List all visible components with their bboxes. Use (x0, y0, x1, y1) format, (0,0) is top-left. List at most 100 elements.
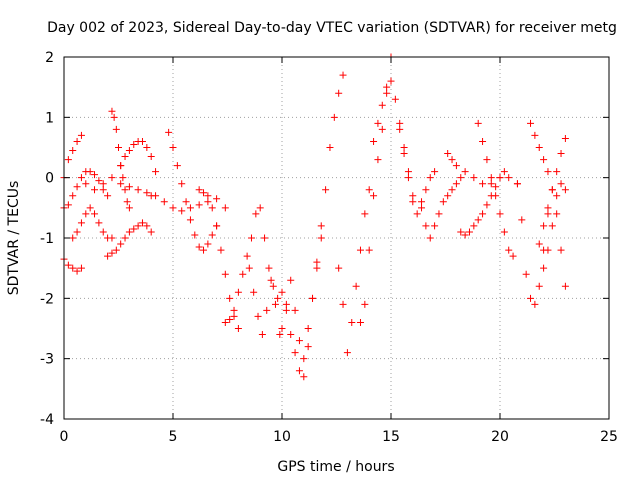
data-point (77, 131, 85, 139)
data-point (204, 198, 212, 206)
data-point (317, 234, 325, 242)
data-point (282, 300, 290, 308)
data-point (271, 300, 279, 308)
y-tick-label: 2 (45, 50, 54, 66)
data-point (86, 168, 94, 176)
data-point (110, 113, 118, 121)
y-tick-label: -2 (40, 291, 54, 307)
y-tick-label: -4 (40, 412, 54, 428)
data-point (230, 312, 238, 320)
data-point (295, 337, 303, 345)
data-point (261, 234, 269, 242)
data-point (200, 246, 208, 254)
data-point (544, 168, 552, 176)
data-point (535, 144, 543, 151)
chart-title: Day 002 of 2023, Sidereal Day-to-day VTE… (47, 20, 617, 36)
data-point (77, 174, 85, 182)
series-track-16 (309, 71, 347, 302)
data-point (361, 300, 369, 308)
series-track-17 (335, 186, 373, 357)
data-point (256, 204, 264, 212)
data-point (365, 246, 373, 254)
data-point (361, 210, 369, 218)
data-point (513, 180, 521, 188)
data-point (492, 183, 500, 191)
series-track-12 (221, 210, 260, 326)
data-point (221, 270, 229, 278)
series-track-15 (278, 234, 325, 363)
data-point (500, 228, 508, 236)
data-point (291, 349, 299, 357)
data-point (461, 231, 469, 239)
x-tick-label: 20 (491, 429, 509, 445)
data-point (130, 225, 138, 233)
data-point (457, 228, 465, 236)
data-point (452, 180, 460, 188)
data-point (195, 243, 203, 251)
data-point (112, 246, 120, 254)
data-point (69, 234, 77, 242)
data-point (204, 240, 212, 248)
x-axis-label: GPS time / hours (277, 459, 394, 475)
data-point (435, 210, 443, 218)
data-point (69, 264, 77, 272)
data-point (444, 150, 452, 158)
data-point (431, 222, 439, 230)
series-track-8 (82, 174, 155, 200)
data-point (130, 140, 138, 148)
data-point (104, 192, 112, 200)
data-point (117, 240, 125, 248)
data-point (479, 180, 487, 188)
data-point (221, 318, 229, 326)
data-point (191, 231, 199, 239)
data-point (304, 343, 312, 351)
data-point (365, 186, 373, 194)
data-point (138, 219, 146, 227)
data-point (125, 204, 133, 212)
data-point (544, 204, 552, 212)
data-point (531, 300, 539, 308)
data-point (540, 222, 548, 230)
data-point (378, 125, 386, 133)
data-point (335, 89, 343, 97)
data-point (200, 189, 208, 197)
data-point (426, 234, 434, 242)
data-point (99, 186, 107, 194)
data-point (304, 325, 312, 332)
data-point (496, 210, 504, 218)
data-point (527, 294, 535, 302)
data-point (535, 240, 543, 248)
data-point (73, 137, 81, 145)
data-point (123, 198, 131, 206)
data-point (143, 144, 151, 151)
data-point (339, 300, 347, 308)
data-point (69, 147, 77, 155)
data-point (69, 192, 77, 200)
data-point (91, 171, 99, 179)
data-point (247, 234, 255, 242)
data-point (422, 222, 430, 230)
series-track-6 (104, 219, 155, 260)
data-point (561, 186, 569, 194)
data-point (263, 306, 271, 314)
data-point (470, 174, 478, 182)
data-point (265, 264, 273, 272)
data-point (86, 204, 94, 212)
data-point (104, 252, 112, 260)
data-point (269, 282, 277, 290)
series-track-7 (117, 137, 160, 176)
data-point (557, 180, 565, 188)
data-point (540, 264, 548, 272)
data-point (452, 162, 460, 170)
data-point (374, 119, 382, 127)
data-point (108, 107, 116, 115)
data-point (383, 89, 391, 97)
data-point (182, 198, 190, 206)
data-point (204, 192, 212, 200)
data-point (356, 318, 364, 326)
data-point (234, 288, 242, 296)
data-point (374, 156, 382, 164)
series-track-3 (60, 168, 112, 212)
data-point (561, 134, 569, 142)
data-point (91, 186, 99, 194)
